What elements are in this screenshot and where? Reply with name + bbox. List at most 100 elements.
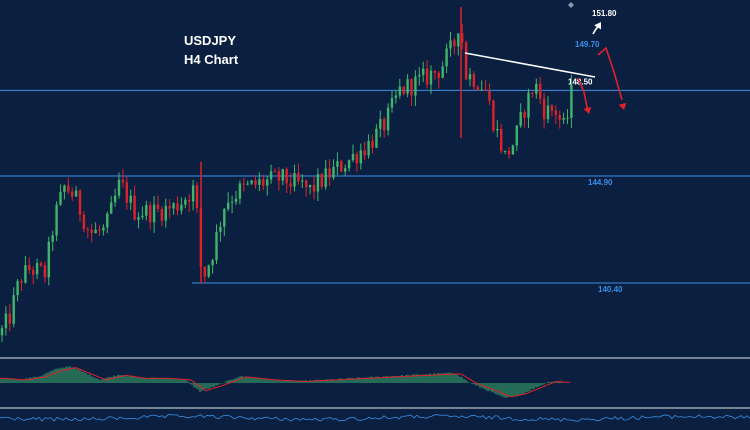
descending-trendline (464, 52, 596, 78)
chart-symbol-title: USDJPY (184, 33, 237, 48)
candle-body (527, 92, 530, 118)
candle-body (425, 68, 429, 85)
candle-body (445, 48, 448, 67)
candle-body (238, 183, 242, 199)
level-label-140.40: 140.40 (598, 285, 623, 294)
candle-body (375, 128, 378, 148)
candle-body (320, 174, 323, 187)
bearish-arrowhead-short (583, 106, 592, 114)
candle-body (418, 74, 421, 77)
candle-body (28, 265, 31, 271)
candle-body (371, 140, 374, 148)
candle-body (39, 263, 43, 266)
candle-body (4, 313, 8, 329)
candle-body (488, 90, 491, 101)
candle-body (457, 33, 460, 47)
candle-body (164, 205, 167, 221)
candle-body (301, 180, 304, 182)
candle-body (511, 145, 515, 155)
candle-body (160, 209, 164, 221)
candle-body (152, 204, 156, 223)
level-label-144.90: 144.90 (588, 178, 613, 187)
candle-body (211, 260, 214, 266)
candle-body (496, 128, 499, 131)
candle-body (8, 313, 11, 324)
candle-body (168, 205, 171, 209)
candle-body (535, 83, 538, 94)
candle-body (316, 174, 320, 192)
candle-body (289, 183, 292, 187)
candle-body (519, 111, 522, 126)
candle-body (125, 182, 128, 203)
candle-body (149, 205, 152, 223)
candle-body (24, 265, 27, 283)
candle-body (227, 202, 230, 209)
candle-body (219, 226, 222, 232)
candle-body (94, 229, 97, 234)
candle-body (277, 171, 281, 181)
candle-body (47, 241, 50, 278)
candle-body (340, 161, 343, 172)
candle-body (176, 203, 179, 211)
candle-body (110, 202, 113, 214)
candle-body (180, 204, 183, 211)
candle-body (242, 183, 245, 185)
candle-body (106, 213, 109, 228)
candle-body (390, 98, 394, 108)
chart-annotations: 151.80 149.70 (464, 2, 627, 114)
candle-body (281, 169, 284, 181)
candle-body (355, 154, 359, 164)
bullish-arrowhead (594, 22, 601, 30)
candle-body (515, 125, 518, 146)
candle-body (67, 185, 70, 192)
candle-body (117, 179, 121, 196)
candle-body (133, 195, 136, 220)
candle-body (347, 160, 351, 169)
candle-body (121, 179, 125, 183)
candle-body (464, 42, 468, 80)
candle-body (539, 83, 542, 99)
candle-body (273, 171, 277, 173)
candle-body (156, 204, 160, 210)
candle-body (468, 74, 472, 80)
candle-body (324, 168, 327, 187)
candle-body (546, 105, 550, 120)
candle-body (230, 201, 234, 203)
candle-body (566, 117, 569, 119)
candle-body (43, 265, 47, 278)
candle-body (359, 150, 362, 164)
candle-body (476, 86, 479, 90)
candle-body (78, 190, 82, 215)
candle-body (328, 168, 331, 178)
candle-body (453, 40, 456, 47)
candle-body (293, 173, 296, 187)
candle-body (32, 270, 35, 275)
candle-body (480, 89, 483, 91)
candle-body (406, 79, 409, 94)
candle-body (172, 203, 175, 209)
candle-body (492, 100, 495, 131)
candle-body (562, 117, 565, 120)
candle-body (82, 214, 86, 230)
candle-body (449, 40, 452, 49)
candle-body (269, 171, 273, 180)
candle-body (188, 199, 191, 202)
candle-body (20, 281, 23, 283)
candle-body (184, 199, 187, 205)
candle-body (246, 183, 249, 185)
candle-body (305, 180, 308, 188)
candle-body (207, 265, 210, 277)
candle-body (254, 180, 257, 185)
candle-body (63, 185, 66, 193)
candle-body (0, 328, 4, 336)
candle-body (51, 235, 54, 242)
candle-body (383, 119, 386, 131)
candle-body (410, 79, 413, 96)
candle-body (12, 295, 15, 324)
indicator-panels (0, 357, 750, 422)
candle-body (433, 70, 437, 73)
candle-body (203, 266, 206, 277)
candle-body (351, 154, 355, 161)
candle-body (258, 179, 261, 185)
